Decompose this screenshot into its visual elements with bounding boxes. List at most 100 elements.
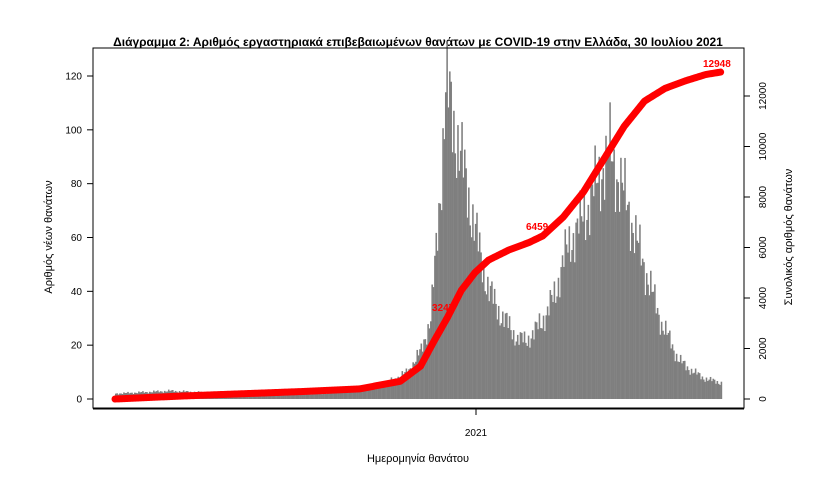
bar — [341, 390, 344, 399]
bar — [716, 381, 719, 399]
bar — [631, 222, 633, 399]
bar — [651, 291, 653, 399]
bar — [393, 378, 395, 399]
bar — [679, 354, 682, 399]
bar — [299, 393, 302, 399]
bar — [533, 339, 535, 399]
bar — [455, 177, 458, 399]
bar — [595, 183, 598, 399]
bar — [454, 153, 457, 399]
bar — [458, 170, 461, 399]
bar — [360, 385, 363, 399]
bar — [434, 255, 436, 399]
y2-tick-label: 2000 — [758, 337, 769, 360]
bar — [605, 135, 607, 399]
bar — [427, 324, 429, 399]
bar — [435, 232, 438, 399]
bar — [351, 391, 353, 399]
bar — [302, 393, 304, 399]
y2-tick-label: 8000 — [758, 185, 769, 208]
bar — [709, 376, 712, 399]
bar — [554, 302, 557, 399]
bar — [538, 313, 541, 399]
bar — [423, 339, 425, 399]
bar — [637, 242, 640, 399]
bar — [540, 328, 542, 399]
bar — [632, 232, 634, 399]
bar — [690, 368, 693, 399]
bar — [485, 294, 488, 399]
y-axis-ticks: 0 20 40 60 80 100 120 — [65, 72, 93, 406]
bar — [385, 384, 387, 399]
bar — [700, 379, 702, 399]
y-tick-label: 80 — [71, 179, 83, 190]
bar — [677, 361, 679, 399]
bar — [317, 393, 319, 399]
bar — [541, 328, 543, 399]
bar-series — [115, 41, 723, 400]
bar — [451, 152, 454, 399]
bar — [673, 350, 675, 399]
bar — [609, 102, 611, 399]
bar — [398, 377, 401, 399]
bar — [584, 240, 587, 399]
bar — [408, 369, 410, 399]
bar — [692, 373, 694, 399]
bar — [276, 393, 279, 399]
bar — [343, 390, 345, 399]
bar — [421, 351, 424, 399]
bar — [669, 330, 671, 399]
bar — [530, 338, 533, 399]
bar — [597, 182, 599, 399]
bar — [526, 345, 529, 399]
bar — [708, 379, 710, 399]
y2-tick-label: 10000 — [758, 132, 769, 160]
bar — [514, 345, 516, 399]
bar — [607, 156, 610, 399]
bar — [392, 381, 394, 399]
bar — [417, 355, 420, 399]
bar — [573, 262, 576, 399]
bar — [565, 244, 568, 399]
bar — [704, 381, 706, 399]
bar — [601, 179, 603, 399]
bar — [469, 225, 471, 399]
bar — [628, 201, 630, 399]
bar — [287, 393, 290, 399]
bar — [322, 393, 325, 399]
bar — [612, 161, 614, 399]
bar — [349, 389, 352, 399]
bar — [670, 348, 672, 399]
bar — [330, 391, 333, 399]
bar — [303, 393, 306, 399]
bar — [411, 372, 413, 399]
bar — [367, 386, 370, 399]
bar — [582, 221, 584, 399]
bar — [496, 319, 499, 399]
bar — [345, 389, 348, 399]
bar — [564, 229, 567, 399]
bar — [702, 379, 705, 399]
bar — [593, 196, 595, 399]
bar — [629, 250, 632, 399]
bar — [412, 362, 414, 399]
y2-tick-label: 0 — [758, 396, 769, 402]
bar — [459, 150, 462, 399]
annotation-mid: 6459 — [526, 222, 549, 233]
bar — [320, 392, 322, 399]
bar — [622, 190, 625, 399]
bar — [621, 182, 624, 399]
bar — [578, 233, 580, 399]
bar — [594, 145, 596, 399]
bar — [652, 291, 655, 399]
bar — [282, 393, 284, 399]
bar — [610, 161, 613, 399]
bar — [310, 394, 313, 399]
bar — [636, 240, 639, 399]
bar — [683, 360, 686, 399]
bar — [438, 203, 440, 399]
bar — [294, 393, 296, 399]
bar — [572, 233, 575, 399]
bar — [283, 393, 285, 399]
